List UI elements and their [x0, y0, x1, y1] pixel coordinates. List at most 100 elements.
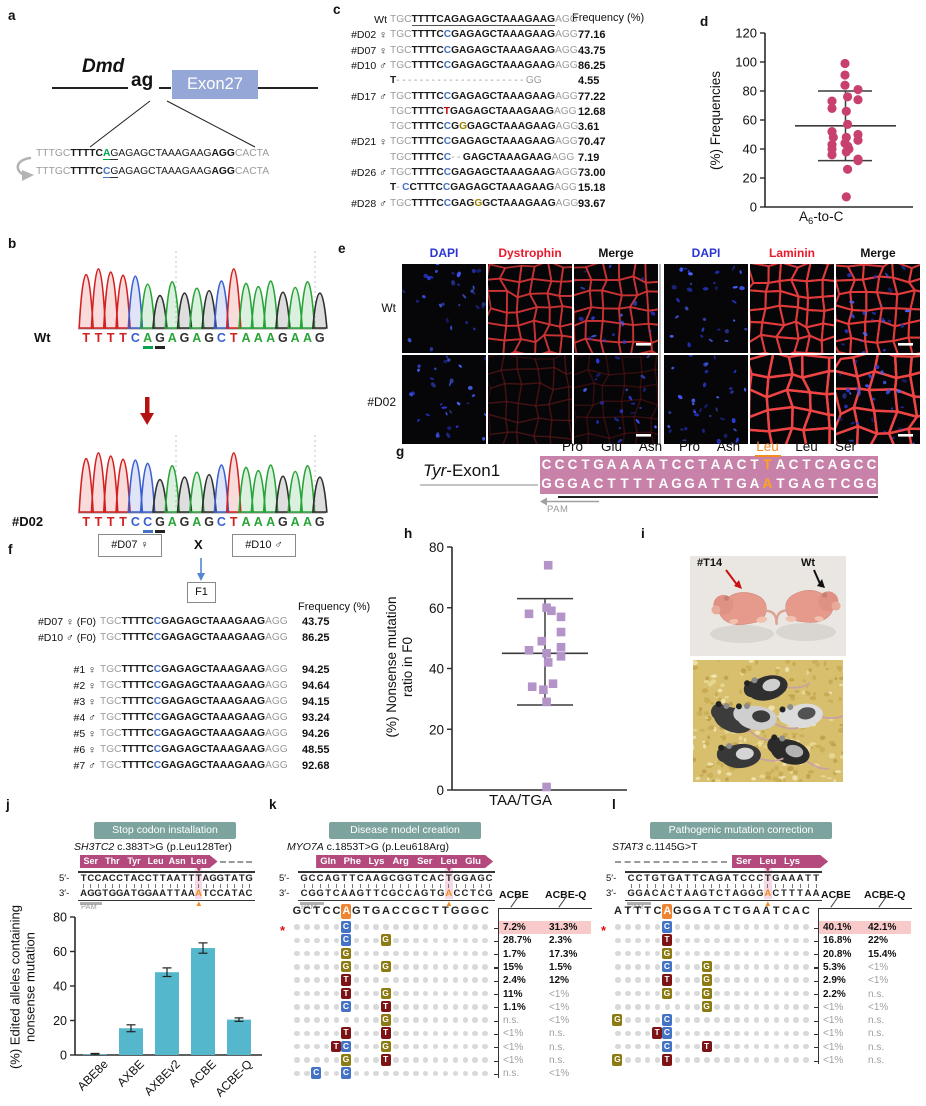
outcome-value-acbe: 1.1% — [503, 1001, 526, 1013]
seq-segment: GAGCTAAAGAAG — [467, 121, 556, 133]
unedited-dot — [323, 924, 330, 930]
bedding-chip — [728, 701, 733, 707]
nucleus-dot — [445, 355, 449, 359]
outcome-value-acbe-q: n.s. — [868, 988, 885, 1000]
edited-base-box: G — [701, 960, 712, 973]
bedding-chip — [759, 774, 766, 779]
trace-peak — [90, 452, 107, 513]
cell-membrane-outline — [827, 356, 834, 373]
unedited-dot — [724, 964, 730, 970]
bedding-chip — [699, 774, 704, 777]
cell-membrane-outline — [601, 372, 626, 387]
base-cell: A — [732, 888, 740, 899]
codon-label: Ser — [736, 856, 752, 867]
nucleus-dot — [884, 272, 889, 278]
nucleus-dot — [882, 348, 887, 352]
nucleus-dot — [591, 334, 597, 338]
unedited-dot — [644, 1030, 651, 1037]
allele-frequency: 73.00 — [578, 167, 606, 179]
nucleus-dot — [435, 432, 440, 438]
micrograph-image — [750, 264, 834, 353]
base-call: A — [302, 515, 312, 529]
cell-membrane-outline — [534, 403, 553, 421]
cell-membrane-outline — [846, 264, 865, 281]
micrograph-tile — [574, 355, 658, 444]
bedding-chip — [838, 727, 843, 733]
nucleus-dot — [677, 394, 683, 400]
base-cell: C — [401, 905, 410, 917]
edited-base-box: G — [612, 1054, 623, 1066]
nucleus-dot — [633, 300, 638, 306]
unedited-dot — [635, 937, 641, 943]
edited-base-box: C — [340, 1040, 351, 1053]
nucleus-dot — [422, 295, 426, 299]
nucleus-dot — [691, 398, 696, 403]
unedited-dot — [674, 1057, 681, 1063]
base-cell: C — [389, 873, 396, 884]
bedding-chip — [721, 735, 727, 741]
f-row-label: #5 ♀ — [73, 728, 96, 740]
unedited-dot — [442, 924, 449, 930]
unedited-dot — [783, 937, 789, 943]
outcome-value-acbe: <1% — [823, 1015, 844, 1027]
unedited-dot — [462, 1057, 468, 1063]
base-cell: C — [405, 888, 413, 899]
unedited-dot — [363, 1043, 369, 1050]
seq-segment: GAGAGCTAAAGAAG — [451, 167, 556, 178]
base-cell: C — [332, 905, 341, 917]
base-cell: A — [130, 873, 138, 884]
allele-sequence: TGCTTTTCC--GAGCTAAAGAAGAGG — [390, 152, 574, 166]
bedding-chip — [784, 666, 790, 673]
nucleus-dot — [871, 311, 877, 315]
unedited-dot — [743, 1017, 750, 1023]
base-cell: G — [460, 905, 470, 917]
allele-sequence: T----------------------GG — [390, 75, 572, 89]
base-cell: G — [108, 888, 117, 899]
unedited-dot — [403, 937, 409, 943]
bedding-chip — [812, 675, 817, 681]
cell-membrane-outline — [621, 415, 638, 435]
base-cell: A — [762, 905, 771, 917]
unedited-dot — [654, 924, 661, 930]
allele-frequency: 15.18 — [578, 182, 606, 195]
bedding-chip — [738, 735, 743, 741]
nucleus-dot — [716, 438, 722, 444]
seq-segment: AGG — [265, 696, 288, 707]
cell-membrane-outline — [821, 264, 834, 282]
unedited-dot — [714, 950, 720, 957]
unedited-dot — [482, 1057, 488, 1063]
unedited-dot — [793, 1030, 799, 1037]
base-cell: T — [166, 888, 173, 899]
unedited-dot — [442, 990, 449, 997]
unedited-dot — [625, 924, 631, 930]
base-cell: G — [371, 905, 381, 917]
base-cell: G — [651, 873, 659, 884]
pam-left-arrow-icon — [540, 497, 599, 506]
cell-membrane-outline — [488, 369, 506, 390]
unedited-dot — [743, 937, 750, 943]
nucleus-dot — [898, 427, 903, 431]
trace-peak — [250, 470, 267, 513]
unedited-dot — [734, 964, 740, 970]
bedding-chip — [812, 691, 817, 696]
unedited-dot — [413, 1017, 419, 1023]
base-cell: G — [772, 873, 780, 884]
unedited-dot — [635, 1057, 641, 1063]
unedited-dot — [482, 1043, 488, 1050]
unedited-dot — [432, 977, 439, 983]
base-pair-tick — [198, 884, 200, 888]
base-cell: T — [181, 873, 188, 884]
seq-segment: TTTTC — [121, 728, 154, 739]
nucleus-dot — [475, 305, 480, 310]
base-cell: C — [748, 873, 756, 884]
nucleus-dot — [676, 297, 680, 303]
bedding-chip — [794, 690, 800, 693]
outcome-value-acbe: <1% — [503, 1041, 524, 1053]
nucleus-dot — [628, 395, 633, 401]
base-cell: A — [691, 888, 699, 899]
base-cell: A — [202, 873, 210, 884]
unedited-dot — [793, 1017, 799, 1023]
unedited-dot — [304, 937, 310, 943]
unedited-dot — [432, 964, 439, 970]
